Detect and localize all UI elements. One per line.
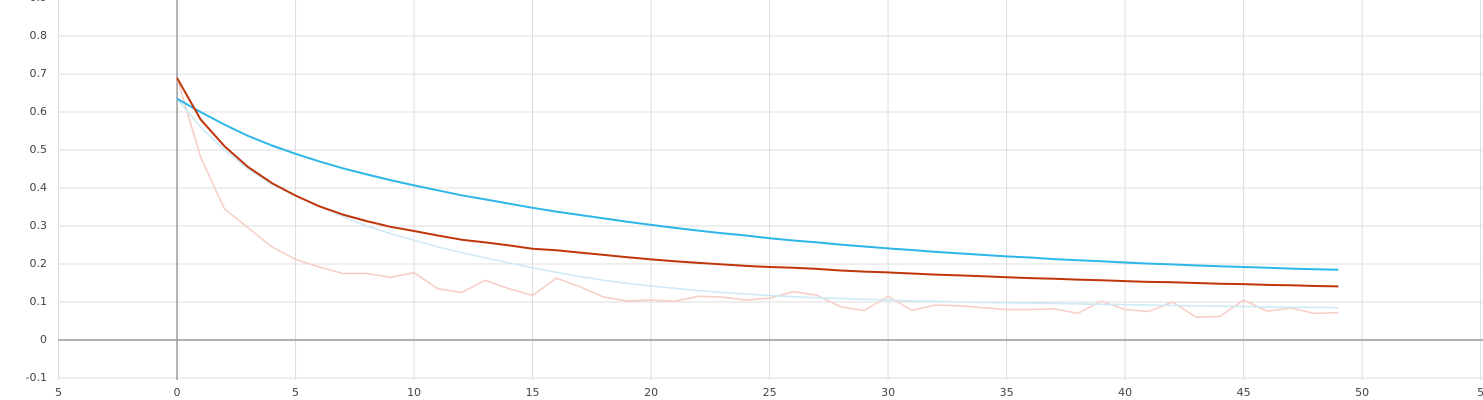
- y-tick-label: -0.1: [26, 371, 47, 384]
- x-tick-label: 5: [1477, 386, 1483, 399]
- y-tick-label: 0: [40, 333, 47, 346]
- x-tick-label: 30: [881, 386, 895, 399]
- series-line: [176, 77, 1339, 288]
- series-line: [176, 98, 1339, 309]
- x-tick-label: 10: [407, 386, 421, 399]
- y-tick-label: 0.2: [30, 257, 48, 270]
- x-tick-label: 25: [763, 386, 777, 399]
- x-tick-label: 50: [1355, 386, 1369, 399]
- y-tick-label: 0.9: [30, 0, 48, 4]
- x-tick-label: 35: [1000, 386, 1014, 399]
- y-tick-label: 0.4: [30, 181, 48, 194]
- y-tick-label: 0.6: [30, 105, 48, 118]
- x-tick-label: 15: [526, 386, 540, 399]
- x-tick-label: 20: [644, 386, 658, 399]
- series-line: [176, 97, 1339, 271]
- series-line: [176, 77, 1339, 319]
- y-tick-label: 0.3: [30, 219, 48, 232]
- x-tick-label: 0: [174, 386, 181, 399]
- x-tick-label: 45: [1237, 386, 1251, 399]
- y-tick-label: 0.1: [30, 295, 48, 308]
- x-tick-label: 40: [1118, 386, 1132, 399]
- x-tick-label: 5: [55, 386, 62, 399]
- y-tick-label: 0.8: [30, 29, 48, 42]
- x-tick-label: 5: [292, 386, 299, 399]
- y-tick-label: 0.5: [30, 143, 48, 156]
- y-tick-label: 0.7: [30, 67, 48, 80]
